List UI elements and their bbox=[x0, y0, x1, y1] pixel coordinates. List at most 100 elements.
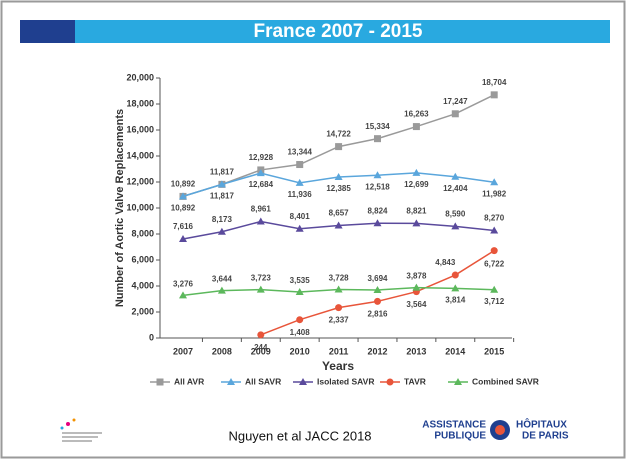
series: 10,892 11,817 12,684 11,936 12,385 12,518 12,6… bbox=[171, 168, 507, 213]
marker bbox=[412, 123, 420, 131]
y-tick-label: 18,000 bbox=[126, 98, 154, 108]
data-label: 3,878 bbox=[406, 272, 427, 281]
data-label: 12,684 bbox=[249, 180, 274, 189]
marker bbox=[295, 288, 304, 296]
logo-text: DE PARIS bbox=[522, 431, 569, 442]
marker bbox=[386, 378, 394, 386]
legend-label: Combined SAVR bbox=[472, 376, 539, 386]
data-label: 11,982 bbox=[482, 189, 507, 198]
marker bbox=[217, 286, 226, 294]
marker bbox=[256, 169, 265, 177]
marker bbox=[296, 316, 304, 324]
marker bbox=[179, 291, 187, 299]
data-label: 3,276 bbox=[173, 280, 194, 289]
marker bbox=[335, 143, 343, 151]
series: 10,892 11,817 12,928 13,344 14,722 15,334 16,2… bbox=[171, 78, 507, 200]
legend-label: TAVR bbox=[404, 376, 426, 386]
marker bbox=[299, 378, 307, 385]
marker bbox=[334, 221, 343, 229]
data-label: 1,408 bbox=[290, 328, 311, 337]
logo-icon bbox=[495, 425, 505, 435]
marker bbox=[490, 91, 498, 99]
logo-text: HÔPITAUX bbox=[516, 418, 567, 431]
data-label: 8,401 bbox=[290, 212, 311, 221]
marker bbox=[451, 110, 459, 118]
legend-label: All AVR bbox=[174, 376, 204, 386]
footer-citation: Nguyen et al JACC 2018 bbox=[228, 428, 371, 443]
data-label: 3,728 bbox=[329, 274, 350, 283]
legend-label: Isolated SAVR bbox=[317, 376, 374, 386]
marker bbox=[374, 297, 381, 305]
marker bbox=[451, 172, 460, 180]
data-label: 18,704 bbox=[482, 78, 507, 87]
slide-title: France 2007 - 2015 bbox=[253, 21, 422, 42]
y-axis-label: Number of Aortic Valve Replacements bbox=[114, 109, 126, 307]
logo-text: PUBLIQUE bbox=[434, 431, 486, 442]
marker bbox=[490, 285, 499, 293]
series: 3,276 3,644 3,723 3,535 3,728 3,694 3,878 3,814… bbox=[173, 272, 505, 306]
data-label: 14,722 bbox=[326, 130, 351, 139]
data-label: 15,334 bbox=[365, 122, 390, 131]
data-label: 7,616 bbox=[173, 222, 194, 231]
data-label: 12,518 bbox=[365, 182, 390, 191]
data-label: 244 bbox=[254, 343, 268, 352]
marker bbox=[412, 283, 421, 291]
x-tick-label: 2010 bbox=[290, 346, 310, 356]
data-label: 3,814 bbox=[445, 296, 466, 305]
data-label: 8,270 bbox=[484, 214, 505, 223]
data-label: 11,936 bbox=[288, 190, 313, 199]
data-label: 8,173 bbox=[212, 215, 233, 224]
title-bar-accent bbox=[20, 20, 75, 43]
data-label: 12,404 bbox=[443, 184, 468, 193]
y-tick-label: 0 bbox=[149, 332, 154, 342]
x-tick-label: 2014 bbox=[445, 346, 465, 356]
marker bbox=[490, 226, 499, 234]
marker bbox=[334, 285, 343, 293]
marker bbox=[373, 219, 382, 227]
x-tick-label: 2007 bbox=[173, 346, 193, 356]
data-label: 10,892 bbox=[171, 204, 196, 213]
data-label: 3,712 bbox=[484, 297, 505, 306]
legend-item: Isolated SAVR bbox=[293, 376, 374, 386]
series: 244 1,408 2,337 2,816 3,564 4,843 6,722 bbox=[254, 247, 505, 352]
y-tick-label: 14,000 bbox=[126, 150, 154, 160]
marker bbox=[296, 161, 304, 169]
x-tick-label: 2015 bbox=[484, 346, 504, 356]
data-label: 2,337 bbox=[329, 316, 350, 325]
marker bbox=[217, 227, 226, 235]
title-bar bbox=[20, 20, 610, 43]
marker bbox=[179, 234, 187, 242]
marker bbox=[256, 217, 265, 225]
marker bbox=[451, 284, 460, 292]
logo-text: ASSISTANCE bbox=[422, 420, 486, 431]
y-tick-label: 10,000 bbox=[126, 202, 154, 212]
data-label: 8,824 bbox=[367, 206, 388, 215]
data-label: 16,263 bbox=[404, 110, 429, 119]
marker bbox=[374, 135, 381, 143]
y-tick-label: 12,000 bbox=[126, 176, 154, 186]
marker bbox=[257, 331, 265, 339]
y-tick-label: 8,000 bbox=[131, 228, 154, 238]
legend-item: All SAVR bbox=[221, 376, 281, 386]
data-label: 13,344 bbox=[287, 148, 312, 157]
marker bbox=[256, 285, 265, 293]
y-tick-label: 2,000 bbox=[131, 306, 154, 316]
marker bbox=[412, 168, 421, 176]
x-tick-label: 2012 bbox=[367, 346, 387, 356]
y-tick-label: 6,000 bbox=[131, 254, 154, 264]
data-label: 3,723 bbox=[251, 274, 272, 283]
marker bbox=[451, 222, 460, 230]
marker bbox=[454, 378, 462, 385]
marker bbox=[451, 271, 459, 279]
marker bbox=[179, 192, 187, 200]
x-tick-label: 2009 bbox=[251, 346, 271, 356]
marker bbox=[373, 171, 382, 179]
legend-item: Combined SAVR bbox=[448, 376, 539, 386]
marker bbox=[490, 178, 499, 186]
data-label: 3,694 bbox=[367, 274, 388, 283]
y-tick-label: 4,000 bbox=[131, 280, 154, 290]
series: 7,616 8,173 8,961 8,401 8,657 8,824 8,821 8,590… bbox=[173, 205, 505, 242]
